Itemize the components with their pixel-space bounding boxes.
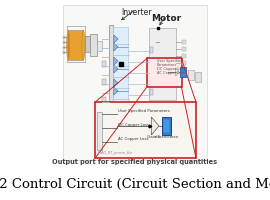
FancyBboxPatch shape	[63, 40, 65, 44]
Text: Fig. 2 Control Circuit (Circuit Section and Motor): Fig. 2 Control Circuit (Circuit Section …	[0, 178, 270, 191]
FancyBboxPatch shape	[90, 34, 97, 56]
FancyBboxPatch shape	[148, 28, 176, 100]
Text: JMAG_RT_pmsm_6in: JMAG_RT_pmsm_6in	[98, 151, 133, 155]
FancyBboxPatch shape	[182, 47, 185, 51]
FancyBboxPatch shape	[162, 117, 171, 135]
Text: ~: ~	[154, 40, 160, 46]
FancyBboxPatch shape	[188, 70, 194, 80]
FancyBboxPatch shape	[63, 5, 207, 160]
FancyBboxPatch shape	[68, 30, 83, 60]
Text: DC Copper Loss: DC Copper Loss	[118, 123, 149, 127]
FancyBboxPatch shape	[150, 89, 154, 95]
FancyBboxPatch shape	[182, 40, 185, 44]
FancyBboxPatch shape	[180, 67, 185, 77]
Text: User Specified Parameters: User Specified Parameters	[118, 109, 170, 113]
FancyBboxPatch shape	[150, 61, 154, 67]
FancyBboxPatch shape	[97, 41, 102, 51]
FancyBboxPatch shape	[150, 75, 154, 81]
FancyBboxPatch shape	[102, 97, 106, 103]
FancyBboxPatch shape	[102, 79, 106, 85]
Polygon shape	[114, 79, 118, 87]
FancyBboxPatch shape	[150, 47, 154, 53]
Text: Output port for specified physical quantities: Output port for specified physical quant…	[52, 159, 218, 165]
Text: AC Copper Loss: AC Copper Loss	[118, 137, 149, 141]
Text: Inverter: Inverter	[121, 8, 151, 17]
FancyBboxPatch shape	[182, 61, 185, 65]
Polygon shape	[176, 68, 179, 76]
FancyBboxPatch shape	[102, 61, 106, 67]
Polygon shape	[151, 117, 159, 135]
FancyBboxPatch shape	[163, 119, 170, 133]
Text: Motor: Motor	[151, 14, 182, 23]
FancyBboxPatch shape	[63, 50, 65, 53]
Ellipse shape	[82, 30, 85, 60]
FancyBboxPatch shape	[63, 36, 65, 38]
Text: Parameters: Parameters	[157, 63, 177, 67]
FancyBboxPatch shape	[147, 58, 181, 86]
Polygon shape	[114, 65, 118, 73]
FancyBboxPatch shape	[63, 46, 65, 48]
Ellipse shape	[67, 30, 69, 60]
Polygon shape	[114, 35, 118, 43]
Text: electricforce: electricforce	[154, 135, 179, 139]
FancyBboxPatch shape	[195, 72, 201, 82]
FancyBboxPatch shape	[182, 54, 185, 58]
Polygon shape	[114, 57, 118, 65]
Polygon shape	[114, 87, 118, 95]
Text: Gain 1: Gain 1	[147, 135, 161, 139]
Text: DC Copper Loss: DC Copper Loss	[157, 67, 185, 71]
Text: User Specified: User Specified	[157, 59, 182, 63]
FancyBboxPatch shape	[97, 112, 102, 150]
FancyBboxPatch shape	[109, 25, 113, 105]
Polygon shape	[114, 43, 118, 51]
Text: AC Copper Loss: AC Copper Loss	[157, 71, 185, 75]
FancyBboxPatch shape	[95, 102, 196, 158]
FancyBboxPatch shape	[86, 36, 90, 52]
FancyBboxPatch shape	[113, 27, 128, 105]
